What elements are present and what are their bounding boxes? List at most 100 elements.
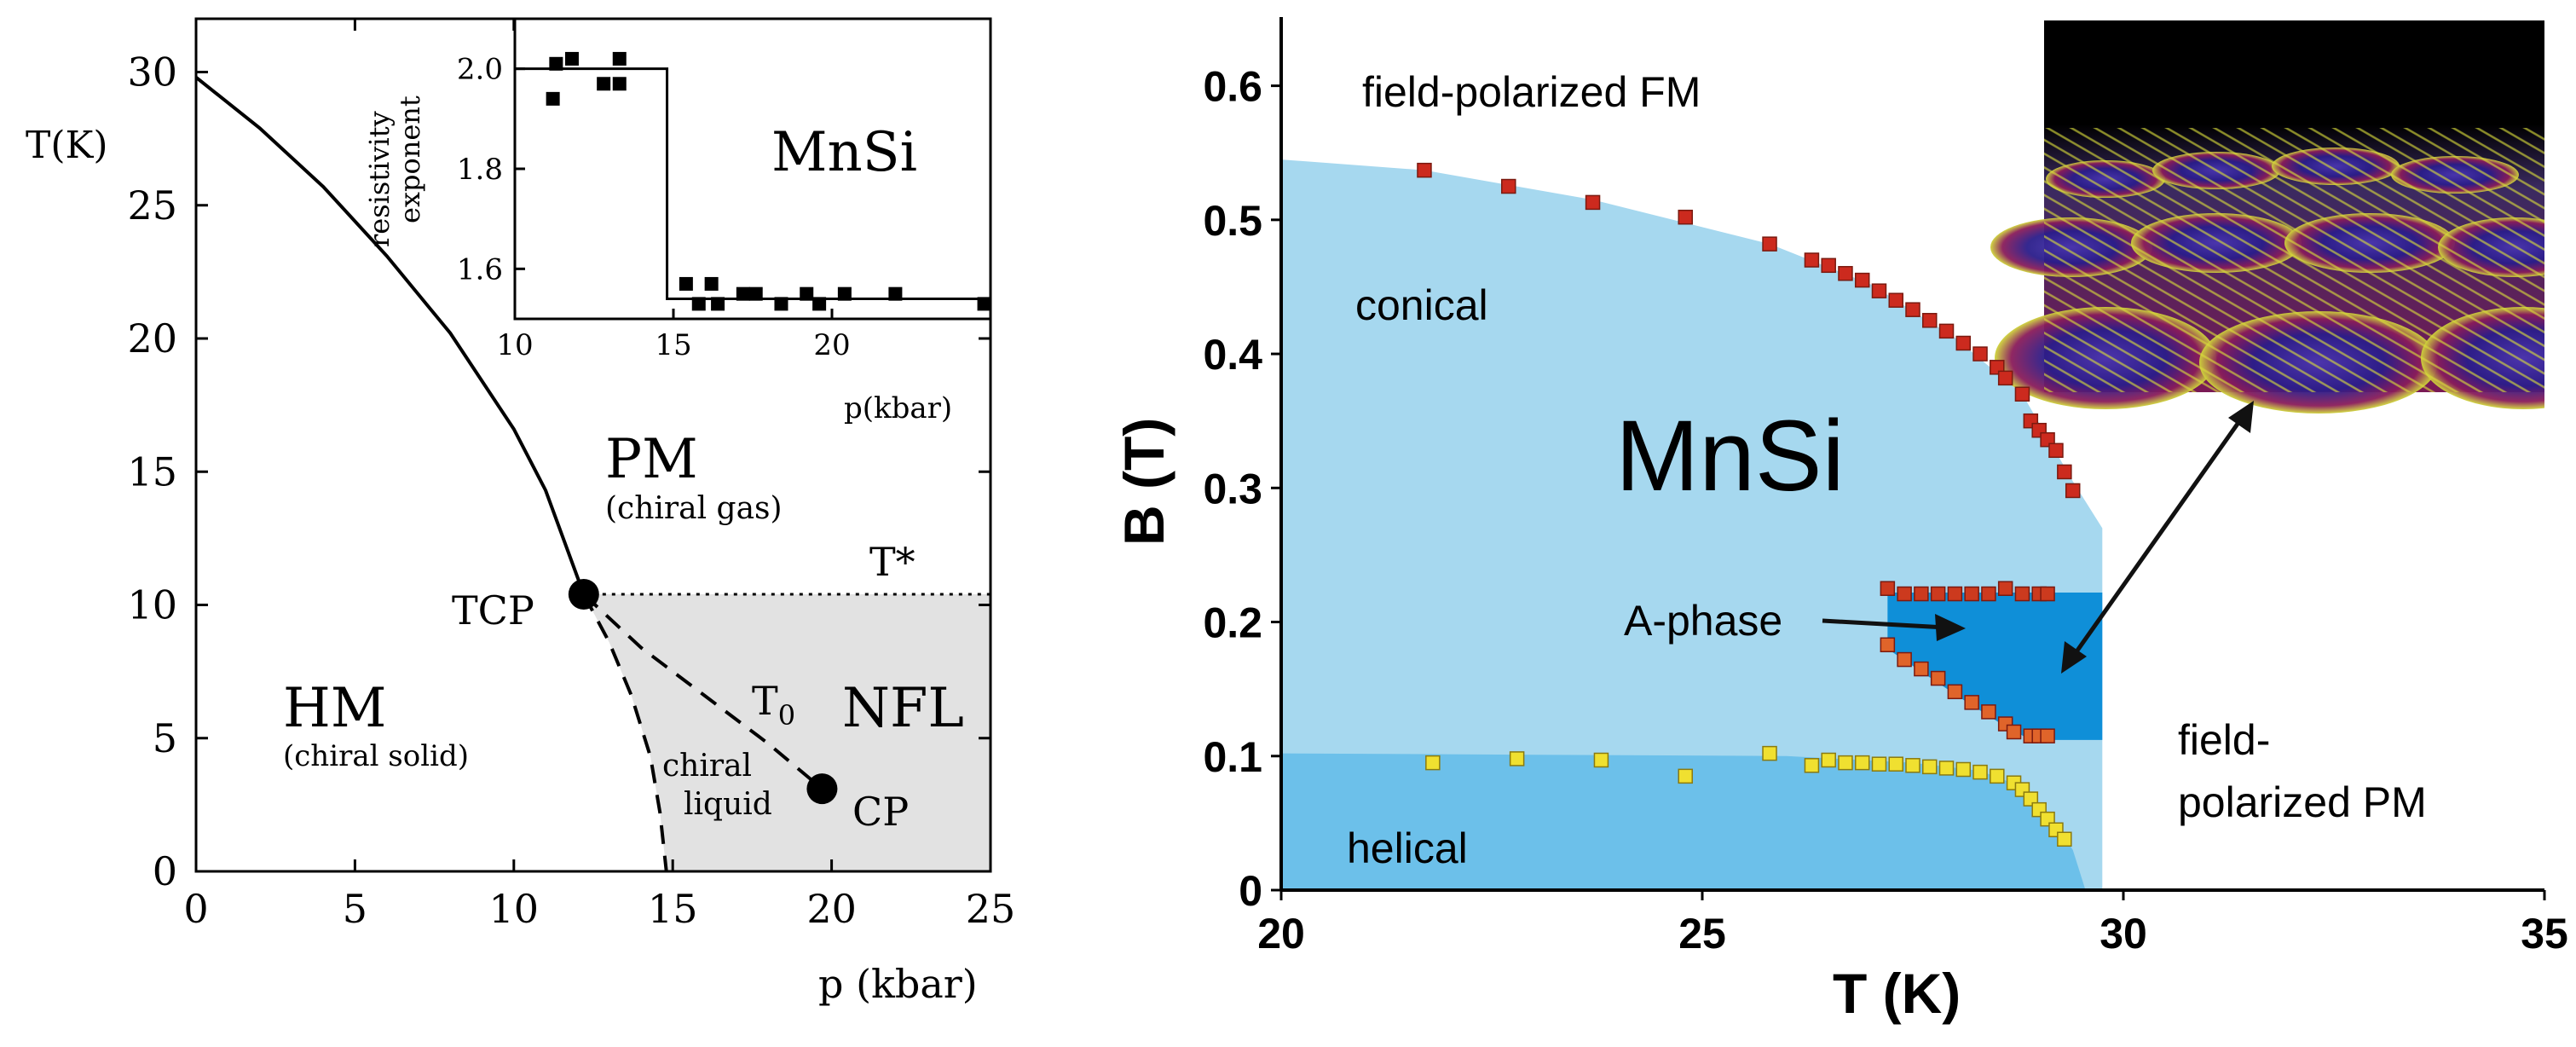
x-tick-label: 20 [1257, 910, 1305, 957]
left-axis-ticks: 0 5 10 15 20 25 0 5 10 15 20 25 30 [127, 19, 1015, 932]
inset-point [711, 297, 725, 311]
x-tick-label: 10 [489, 886, 540, 932]
data-point-series-0 [1678, 209, 1693, 225]
data-point-series-3 [1804, 758, 1820, 773]
region-fppm-line2: polarized PM [2178, 778, 2427, 826]
y-tick-label: 15 [127, 448, 177, 495]
data-point-series-0 [1804, 252, 1820, 268]
data-point-series-0 [1888, 292, 1903, 308]
t-star-label: T* [869, 539, 915, 585]
t-zero-subscript: 0 [778, 699, 795, 732]
region-chiral-liquid-line2: liquid [684, 787, 772, 822]
x-tick-label: 25 [966, 886, 1016, 932]
data-point-series-2 [1981, 704, 1996, 720]
double-arrow-shaft [2071, 416, 2244, 658]
data-point-series-1 [1930, 586, 1946, 602]
inset-x-tick-label: 15 [655, 328, 691, 362]
right-chart: 20 25 30 35 0 0.1 0.2 0.3 0.4 0.5 0.6 MnSi field-p… [1112, 17, 2568, 1025]
point-tcp [568, 579, 599, 610]
data-point-series-0 [1972, 346, 1988, 362]
data-point-series-2 [1930, 670, 1946, 686]
inset-point [597, 77, 611, 91]
inset-xlabel: p(kbar) [844, 391, 952, 425]
y-tick-label: 20 [127, 315, 177, 362]
inset-y-tick-label: 2.0 [457, 53, 503, 87]
inset-point [837, 286, 852, 301]
phase-line-1 [582, 593, 823, 790]
region-helical-label: helical [1347, 824, 1468, 872]
inset-point [800, 286, 814, 301]
data-point-series-3 [1888, 756, 1903, 772]
data-point-series-2 [1914, 661, 1929, 677]
region-hm-sublabel: (chiral solid) [283, 739, 469, 773]
data-point-series-1 [1997, 581, 2013, 596]
data-point-series-0 [1417, 162, 1432, 178]
data-point-series-0 [2057, 464, 2072, 480]
inset-point [564, 51, 579, 66]
region-fppm-line1: field- [2178, 716, 2270, 764]
data-point-series-1 [1897, 586, 1912, 602]
y-tick-label: 0.2 [1203, 599, 1262, 647]
data-point-series-0 [2048, 443, 2064, 459]
data-point-series-3 [1838, 755, 1853, 771]
y-tick-label: 10 [127, 582, 177, 628]
y-tick-label: 0.3 [1203, 465, 1262, 512]
tcp-label: TCP [452, 587, 534, 633]
inset-x-tick-label: 20 [813, 328, 850, 362]
inset-step-line [515, 67, 991, 301]
data-point-series-0 [1762, 236, 1777, 252]
data-point-series-3 [1678, 768, 1693, 784]
data-point-series-1 [1914, 586, 1929, 602]
inset-point [977, 297, 991, 311]
inset-point [546, 91, 560, 106]
right-ylabel: B (T) [1112, 418, 1175, 546]
data-point-series-0 [1955, 335, 1972, 351]
y-tick-label: 0.6 [1203, 63, 1262, 111]
inset-point [774, 297, 788, 311]
data-point-series-1 [1947, 586, 1963, 602]
x-tick-label: 35 [2521, 910, 2568, 957]
inset-point [612, 77, 627, 91]
data-point-series-2 [1880, 637, 1896, 653]
data-point-series-3 [1955, 761, 1972, 778]
inset-point [704, 276, 719, 291]
double-arrow-head-upper [2228, 401, 2254, 433]
data-point-series-0 [1871, 283, 1887, 298]
y-tick-label: 0 [153, 848, 177, 894]
data-point-series-2 [1964, 695, 1979, 710]
inset-content: 10 15 20 1.6 1.8 2.0 [457, 51, 991, 362]
y-tick-label: 0.4 [1203, 331, 1262, 379]
x-tick-label: 30 [2099, 910, 2147, 957]
data-point-series-3 [1905, 758, 1920, 773]
data-point-series-3 [2057, 831, 2072, 847]
inset-point [748, 286, 763, 301]
data-point-series-0 [1501, 178, 1516, 194]
a-phase-arrow [1822, 614, 1966, 641]
phase-line-0 [196, 76, 586, 595]
inset-mnsi-label: MnSi [771, 121, 917, 184]
x-tick-label: 15 [648, 886, 698, 932]
inset-point [888, 286, 903, 301]
data-point-series-0 [2065, 483, 2081, 499]
nfl-shaded-region [583, 594, 991, 871]
inset-ylabel-line2: exponent [394, 95, 426, 223]
inset-ylabel-line1: resistivity [363, 111, 396, 247]
a-phase-arrow-head [1935, 614, 1966, 641]
y-tick-label: 30 [127, 49, 177, 95]
data-point-series-1 [2040, 586, 2055, 602]
data-point-series-0 [2014, 386, 2030, 402]
left-ylabel: T(K) [26, 124, 108, 167]
right-xlabel: T (K) [1833, 962, 1961, 1025]
skyrmion-image [1990, 20, 2544, 414]
t-zero-label: T0 [752, 678, 795, 732]
data-point-series-2 [2040, 728, 2055, 743]
data-point-series-2 [1947, 684, 1963, 700]
inset-y-tick-label: 1.6 [457, 252, 503, 286]
inset-y-tick-label: 1.8 [457, 153, 503, 187]
data-point-series-3 [1938, 761, 1955, 776]
data-point-series-3 [1509, 751, 1525, 766]
data-point-series-3 [1871, 756, 1887, 772]
y-tick-label: 5 [153, 715, 177, 761]
data-point-series-2 [1897, 651, 1912, 668]
